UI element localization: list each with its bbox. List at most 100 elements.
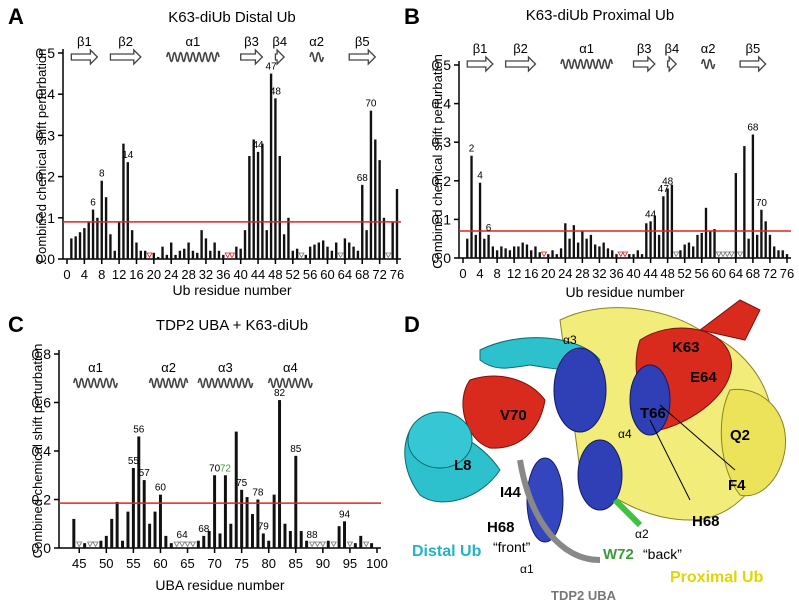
bar bbox=[267, 540, 271, 548]
bar bbox=[326, 246, 329, 259]
ss-label: α1 bbox=[579, 41, 594, 56]
bar bbox=[235, 246, 238, 259]
x-tick-label: 16 bbox=[524, 266, 538, 281]
unassigned-marker bbox=[330, 541, 337, 548]
bar bbox=[576, 242, 580, 258]
pointer bbox=[649, 419, 691, 501]
unassigned-marker bbox=[346, 541, 354, 548]
ss-label: β1 bbox=[473, 41, 488, 56]
ss-label: α1 bbox=[186, 34, 201, 49]
x-tick-label: 60 bbox=[320, 267, 334, 282]
bar-label: 44 bbox=[645, 209, 657, 220]
unassigned-marker bbox=[728, 251, 735, 258]
panel-letter: B bbox=[404, 4, 420, 29]
bar-label: 79 bbox=[258, 521, 270, 532]
bar bbox=[559, 248, 563, 258]
bar bbox=[508, 250, 512, 258]
bar bbox=[265, 230, 268, 259]
y-tick-label: 0.2 bbox=[32, 492, 52, 508]
bar bbox=[252, 139, 255, 259]
helix-label: α3 bbox=[563, 333, 577, 347]
chart-title: K63-diUb Proximal Ub bbox=[526, 7, 674, 24]
x-tick-label: 56 bbox=[695, 266, 709, 281]
bar bbox=[234, 431, 238, 548]
residue-label: E64 bbox=[690, 369, 717, 386]
bar bbox=[512, 246, 516, 258]
x-tick-label: 4 bbox=[81, 267, 88, 282]
bar bbox=[313, 244, 316, 259]
bar bbox=[632, 254, 635, 258]
uba-helix-2 bbox=[577, 439, 623, 511]
bar bbox=[78, 232, 82, 259]
bar bbox=[272, 494, 276, 548]
unassigned-marker bbox=[621, 251, 629, 258]
bar bbox=[74, 236, 77, 259]
ss-label: β1 bbox=[77, 34, 92, 49]
x-tick-label: 8 bbox=[98, 267, 105, 282]
bar bbox=[256, 499, 260, 548]
bar-label: 82 bbox=[274, 388, 286, 399]
uba-helix-1 bbox=[526, 457, 564, 543]
unassigned-marker bbox=[736, 251, 744, 258]
bar bbox=[248, 156, 251, 259]
ss-label: α2 bbox=[161, 360, 176, 375]
bar-label: 44 bbox=[252, 140, 264, 151]
bar-label: 78 bbox=[252, 488, 264, 499]
strand-arrow bbox=[348, 48, 377, 66]
bar bbox=[504, 248, 507, 258]
bar bbox=[83, 228, 86, 259]
bar bbox=[218, 533, 222, 548]
strand-arrow bbox=[504, 55, 537, 73]
x-tick-label: 64 bbox=[729, 266, 743, 281]
y-axis-title: Combined chemical shift perturbation bbox=[430, 54, 445, 269]
bar bbox=[337, 526, 341, 548]
strand-arrow bbox=[240, 48, 264, 66]
bar-label: 2 bbox=[469, 144, 475, 155]
bar bbox=[156, 256, 160, 259]
bar bbox=[308, 246, 312, 259]
x-tick-label: 20 bbox=[147, 267, 161, 282]
bar bbox=[278, 400, 282, 548]
domain-label: Distal Ub bbox=[412, 543, 482, 560]
bar bbox=[538, 252, 541, 258]
unassigned-marker bbox=[224, 252, 231, 259]
residue-label: H68 bbox=[487, 519, 515, 536]
ss-label: β2 bbox=[118, 34, 133, 49]
unassigned-marker bbox=[86, 541, 94, 548]
structure-panel: D K63 E64 V70 T66 Q2 L8 I44 H68 F4 H68 D… bbox=[404, 299, 787, 603]
bar bbox=[734, 173, 738, 258]
bar bbox=[170, 242, 173, 259]
y-axis-title: Combined chemical shift perturbation bbox=[30, 344, 45, 559]
panel-letter: D bbox=[404, 312, 420, 337]
bar bbox=[288, 531, 292, 548]
bar bbox=[229, 523, 233, 548]
bar bbox=[165, 254, 169, 259]
bar bbox=[139, 250, 143, 259]
bar bbox=[304, 254, 308, 259]
x-tick-label: 76 bbox=[780, 266, 794, 281]
bar bbox=[683, 244, 686, 258]
bar bbox=[113, 250, 116, 259]
ss-label: β4 bbox=[665, 41, 680, 56]
bar bbox=[495, 250, 499, 258]
y-tick-label: 0.3 bbox=[36, 127, 56, 143]
strand-arrow bbox=[109, 48, 142, 66]
bar bbox=[191, 250, 195, 259]
bar-label: 70 bbox=[756, 198, 768, 209]
bar bbox=[593, 244, 597, 258]
bar bbox=[213, 242, 216, 259]
bar bbox=[283, 523, 287, 548]
bar bbox=[378, 160, 381, 259]
y-tick-label: 0.1 bbox=[432, 211, 452, 227]
strand-arrow bbox=[274, 48, 286, 66]
x-axis-title: Ub residue number bbox=[172, 282, 291, 298]
bar bbox=[109, 234, 112, 259]
bar bbox=[169, 543, 173, 548]
bar bbox=[395, 188, 399, 259]
x-tick-label: 36 bbox=[216, 267, 230, 282]
bar bbox=[243, 230, 247, 259]
y-tick-label: 0.1 bbox=[36, 210, 56, 226]
bar bbox=[474, 234, 477, 258]
bar bbox=[183, 248, 186, 259]
x-axis-title: UBA residue number bbox=[155, 577, 285, 593]
